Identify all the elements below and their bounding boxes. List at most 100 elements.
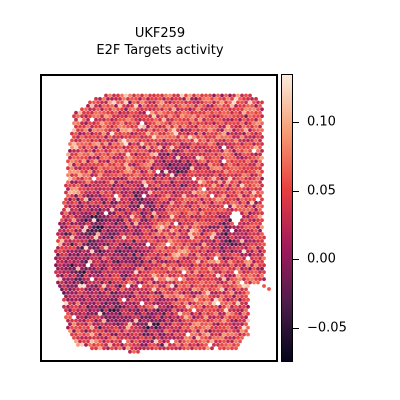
spot xyxy=(262,277,266,281)
spot xyxy=(84,197,88,202)
spot xyxy=(186,104,190,108)
spot xyxy=(206,180,210,184)
spot xyxy=(74,166,78,171)
spot xyxy=(136,266,140,271)
spot xyxy=(152,266,156,271)
spot xyxy=(206,110,210,115)
spot xyxy=(238,110,242,115)
spot xyxy=(90,138,94,143)
spot xyxy=(86,131,90,136)
spot xyxy=(70,284,74,288)
spot xyxy=(106,97,110,101)
spot xyxy=(108,190,112,195)
spot xyxy=(186,166,190,171)
spot xyxy=(212,308,216,313)
spot xyxy=(176,149,180,153)
spot xyxy=(234,311,238,316)
spot xyxy=(72,190,76,195)
spot xyxy=(66,214,70,219)
spot xyxy=(236,169,240,174)
spot xyxy=(72,287,76,292)
spot xyxy=(76,336,80,340)
spot xyxy=(158,110,162,115)
spot xyxy=(216,197,220,202)
spot xyxy=(224,162,228,167)
spot xyxy=(168,225,172,230)
spot xyxy=(250,263,254,268)
spot xyxy=(208,287,212,292)
spot xyxy=(138,228,142,233)
spot xyxy=(74,194,78,198)
spot xyxy=(114,256,118,261)
spot xyxy=(244,232,248,236)
spot xyxy=(196,273,200,278)
spot xyxy=(88,294,92,299)
spot xyxy=(220,100,224,105)
spot xyxy=(232,135,236,139)
spot xyxy=(140,169,144,174)
spot xyxy=(156,190,160,195)
spot xyxy=(82,207,86,212)
spot xyxy=(212,343,216,347)
spot xyxy=(88,336,92,340)
spot xyxy=(94,304,98,309)
spot xyxy=(190,214,194,219)
spot xyxy=(168,162,172,167)
spot xyxy=(116,343,120,347)
spot xyxy=(238,194,242,198)
spot xyxy=(228,162,232,167)
spot xyxy=(158,117,162,122)
spot xyxy=(156,273,160,278)
spot xyxy=(108,197,112,202)
spot xyxy=(250,104,254,108)
spot xyxy=(94,270,98,274)
spot xyxy=(108,183,112,188)
spot xyxy=(124,301,128,306)
spot xyxy=(146,235,150,240)
spot xyxy=(114,228,118,233)
spot xyxy=(152,301,156,306)
spot xyxy=(210,249,214,254)
spot xyxy=(90,214,94,219)
spot xyxy=(206,138,210,143)
spot xyxy=(168,266,172,271)
spot xyxy=(110,159,114,164)
spot xyxy=(192,246,196,250)
spot xyxy=(144,162,148,167)
spot xyxy=(168,100,172,105)
spot xyxy=(70,263,74,268)
spot xyxy=(96,329,100,333)
spot xyxy=(222,284,226,288)
spot xyxy=(84,204,88,209)
spot xyxy=(132,273,136,278)
spot xyxy=(90,173,94,177)
spot xyxy=(96,204,100,209)
spot xyxy=(180,93,184,98)
spot xyxy=(260,128,264,132)
spot xyxy=(114,339,118,344)
spot xyxy=(166,187,170,191)
spot xyxy=(170,297,174,302)
spot xyxy=(96,273,100,278)
spot xyxy=(154,235,158,240)
spot xyxy=(234,235,238,240)
spot xyxy=(194,284,198,288)
spot xyxy=(152,232,156,236)
spot xyxy=(76,211,80,216)
spot xyxy=(152,142,156,146)
spot xyxy=(110,235,114,240)
spot xyxy=(214,97,218,101)
spot xyxy=(202,97,206,101)
spot xyxy=(186,339,190,344)
spot xyxy=(168,232,172,236)
spot xyxy=(254,200,258,205)
spot xyxy=(168,259,172,264)
spot xyxy=(250,221,254,226)
spot xyxy=(130,256,134,261)
spot xyxy=(198,194,202,198)
spot xyxy=(110,173,114,177)
spot xyxy=(158,173,162,177)
spot xyxy=(184,232,188,236)
spot xyxy=(210,291,214,295)
spot xyxy=(232,232,236,236)
